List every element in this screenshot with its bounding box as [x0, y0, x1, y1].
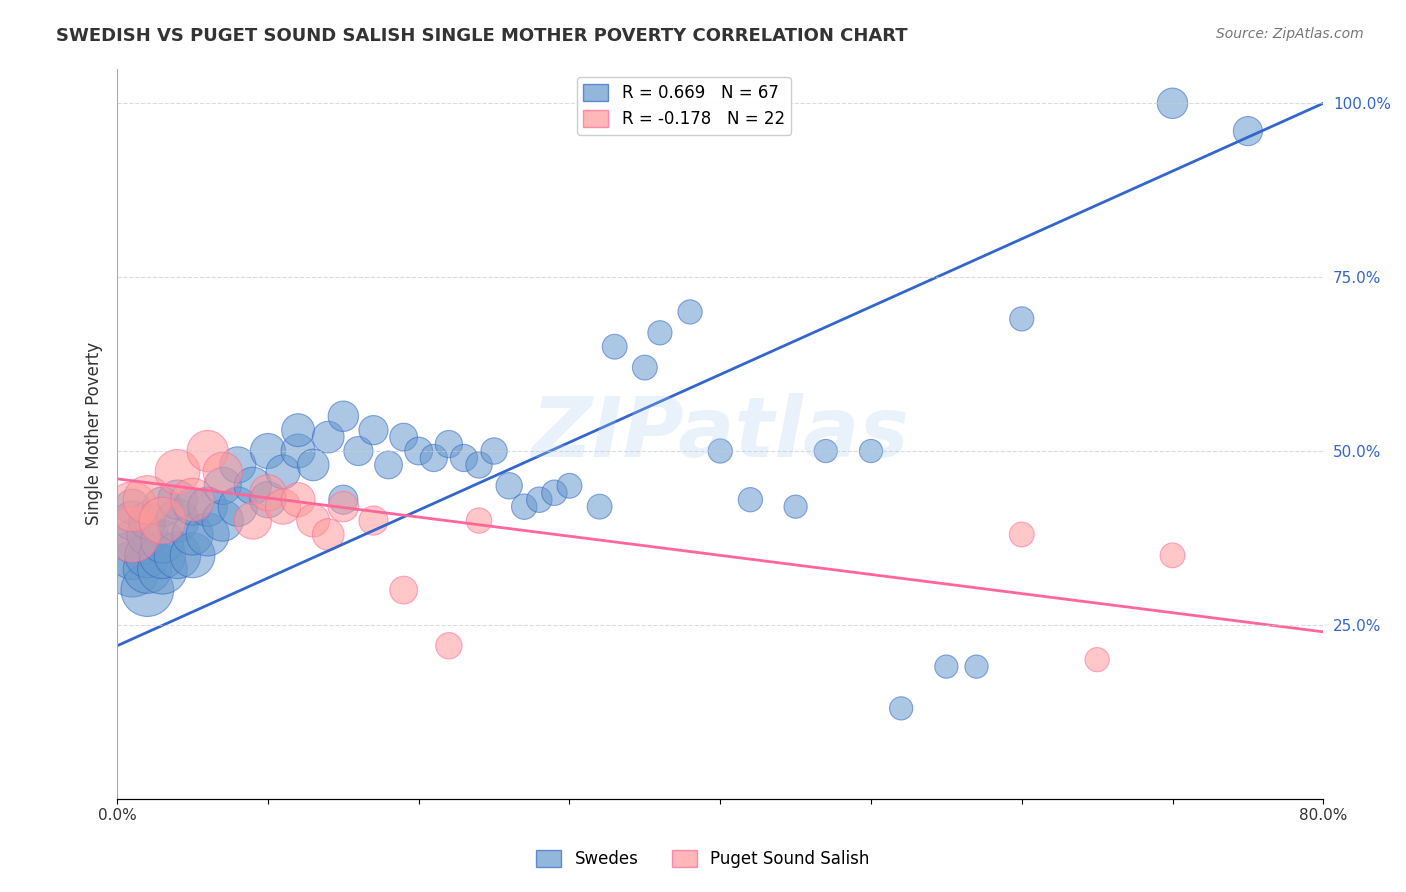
Point	[242, 479, 264, 493]
Point	[1161, 549, 1184, 563]
Point	[482, 444, 505, 458]
Point	[271, 465, 294, 479]
Point	[679, 305, 702, 319]
Point	[166, 465, 188, 479]
Point	[347, 444, 370, 458]
Point	[316, 527, 339, 541]
Point	[136, 514, 159, 528]
Point	[121, 500, 143, 514]
Point	[136, 492, 159, 507]
Text: Source: ZipAtlas.com: Source: ZipAtlas.com	[1216, 27, 1364, 41]
Point	[121, 534, 143, 549]
Point	[1161, 96, 1184, 111]
Point	[648, 326, 671, 340]
Point	[287, 444, 309, 458]
Point	[1011, 311, 1033, 326]
Point	[363, 423, 385, 437]
Point	[152, 534, 174, 549]
Point	[121, 527, 143, 541]
Point	[302, 514, 325, 528]
Point	[363, 514, 385, 528]
Point	[166, 514, 188, 528]
Point	[408, 444, 430, 458]
Point	[588, 500, 610, 514]
Point	[197, 444, 219, 458]
Point	[181, 492, 204, 507]
Point	[152, 500, 174, 514]
Point	[121, 562, 143, 576]
Point	[558, 479, 581, 493]
Point	[166, 549, 188, 563]
Point	[152, 514, 174, 528]
Point	[181, 527, 204, 541]
Point	[181, 549, 204, 563]
Point	[423, 450, 446, 465]
Point	[859, 444, 882, 458]
Point	[121, 549, 143, 563]
Point	[136, 583, 159, 598]
Point	[709, 444, 731, 458]
Point	[211, 514, 233, 528]
Point	[513, 500, 536, 514]
Point	[890, 701, 912, 715]
Text: ZIPatlas: ZIPatlas	[531, 393, 910, 475]
Text: SWEDISH VS PUGET SOUND SALISH SINGLE MOTHER POVERTY CORRELATION CHART: SWEDISH VS PUGET SOUND SALISH SINGLE MOT…	[56, 27, 908, 45]
Legend: R = 0.669   N = 67, R = -0.178   N = 22: R = 0.669 N = 67, R = -0.178 N = 22	[576, 77, 792, 135]
Point	[211, 465, 233, 479]
Point	[121, 514, 143, 528]
Point	[152, 562, 174, 576]
Point	[332, 409, 354, 424]
Point	[1085, 653, 1108, 667]
Point	[242, 514, 264, 528]
Legend: Swedes, Puget Sound Salish: Swedes, Puget Sound Salish	[530, 843, 876, 875]
Point	[740, 492, 762, 507]
Point	[152, 549, 174, 563]
Point	[935, 659, 957, 673]
Point	[316, 430, 339, 444]
Point	[211, 479, 233, 493]
Point	[257, 492, 280, 507]
Point	[226, 500, 249, 514]
Point	[302, 458, 325, 472]
Point	[468, 458, 491, 472]
Y-axis label: Single Mother Poverty: Single Mother Poverty	[86, 342, 103, 525]
Point	[392, 430, 415, 444]
Point	[966, 659, 988, 673]
Point	[529, 492, 551, 507]
Point	[257, 444, 280, 458]
Point	[197, 527, 219, 541]
Point	[377, 458, 399, 472]
Point	[453, 450, 475, 465]
Point	[468, 514, 491, 528]
Point	[392, 583, 415, 598]
Point	[332, 500, 354, 514]
Point	[437, 437, 460, 451]
Point	[197, 500, 219, 514]
Point	[257, 485, 280, 500]
Point	[226, 458, 249, 472]
Point	[814, 444, 837, 458]
Point	[785, 500, 807, 514]
Point	[1011, 527, 1033, 541]
Point	[181, 500, 204, 514]
Point	[437, 639, 460, 653]
Point	[166, 492, 188, 507]
Point	[332, 492, 354, 507]
Point	[634, 360, 657, 375]
Point	[498, 479, 520, 493]
Point	[136, 527, 159, 541]
Point	[121, 500, 143, 514]
Point	[271, 500, 294, 514]
Point	[543, 485, 565, 500]
Point	[136, 562, 159, 576]
Point	[1237, 124, 1260, 138]
Point	[603, 340, 626, 354]
Point	[287, 423, 309, 437]
Point	[287, 492, 309, 507]
Point	[136, 549, 159, 563]
